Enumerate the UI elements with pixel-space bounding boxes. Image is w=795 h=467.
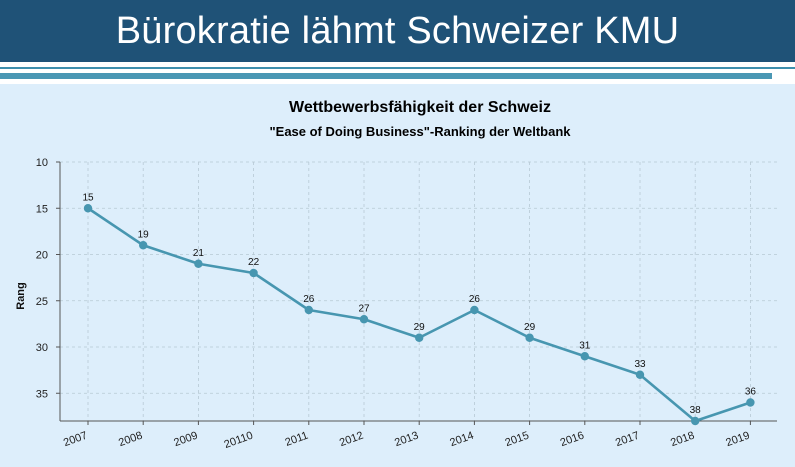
data-label: 33 (634, 359, 646, 370)
header-divider-thin (0, 67, 795, 69)
data-point (249, 268, 258, 278)
data-label: 31 (579, 340, 591, 351)
x-tick-label: 2007 (62, 430, 89, 450)
x-tick-label: 2008 (117, 430, 144, 450)
data-point (525, 333, 534, 342)
page-title: Bürokratie lähmt Schweizer KMU (115, 9, 680, 52)
line-chart: Wettbewerbsfähigkeit der Schweiz "Ease o… (15, 99, 777, 451)
x-tick-label: 20110 (223, 430, 255, 451)
data-label: 29 (414, 322, 426, 333)
data-point (304, 305, 313, 315)
data-label: 26 (469, 294, 481, 305)
x-tick-label: 2015 (504, 430, 531, 450)
data-label: 27 (358, 303, 370, 314)
x-tick-label: 2012 (338, 430, 365, 450)
y-tick-label: 20 (36, 250, 48, 262)
y-tick-label: 10 (36, 157, 48, 169)
x-tick-label: 2009 (172, 430, 199, 450)
data-label: 22 (248, 257, 260, 268)
chart-axes: 10 15 20 25 30 35 2007 2008 2009 20110 2011 2012 201… (36, 157, 777, 451)
chart-subtitle: "Ease of Doing Business"-Ranking der Wel… (269, 124, 571, 139)
data-label: 29 (524, 322, 536, 333)
data-label: 21 (193, 248, 205, 259)
chart-series (83, 204, 755, 426)
data-point (139, 241, 148, 250)
data-point (83, 204, 93, 213)
data-label: 36 (745, 387, 757, 398)
x-tick-label: 2017 (614, 430, 641, 450)
x-tick-label: 2018 (669, 430, 696, 450)
x-tick-label: 2013 (393, 430, 420, 450)
y-axis-title: Rang (15, 282, 27, 310)
chart-panel: Wettbewerbsfähigkeit der Schweiz "Ease o… (0, 84, 795, 467)
data-label: 38 (690, 405, 702, 416)
y-tick-label: 15 (36, 203, 48, 215)
x-tick-label: 2019 (724, 430, 751, 450)
chart-grid (60, 161, 777, 421)
header-divider-thick (0, 73, 772, 79)
data-point (470, 305, 479, 315)
data-point (635, 370, 645, 379)
data-point (580, 352, 589, 361)
data-point (359, 315, 369, 324)
x-tick-label: 2014 (448, 430, 475, 450)
data-label: 26 (303, 294, 315, 305)
data-label: 19 (138, 229, 150, 240)
y-tick-label: 30 (36, 342, 48, 354)
data-point (691, 416, 700, 426)
x-tick-label: 2016 (559, 430, 586, 450)
x-tick-label: 2011 (283, 430, 309, 449)
data-point (746, 398, 755, 407)
header-banner: Bürokratie lähmt Schweizer KMU (0, 0, 795, 62)
chart-title: Wettbewerbsfähigkeit der Schweiz (289, 99, 551, 116)
y-tick-label: 35 (36, 388, 48, 400)
chart-data-labels: 15 19 21 22 26 27 29 26 29 31 33 38 36 (82, 192, 756, 416)
data-label: 15 (82, 192, 94, 203)
data-point (415, 333, 424, 342)
y-tick-label: 25 (36, 296, 48, 308)
data-point (194, 259, 203, 268)
